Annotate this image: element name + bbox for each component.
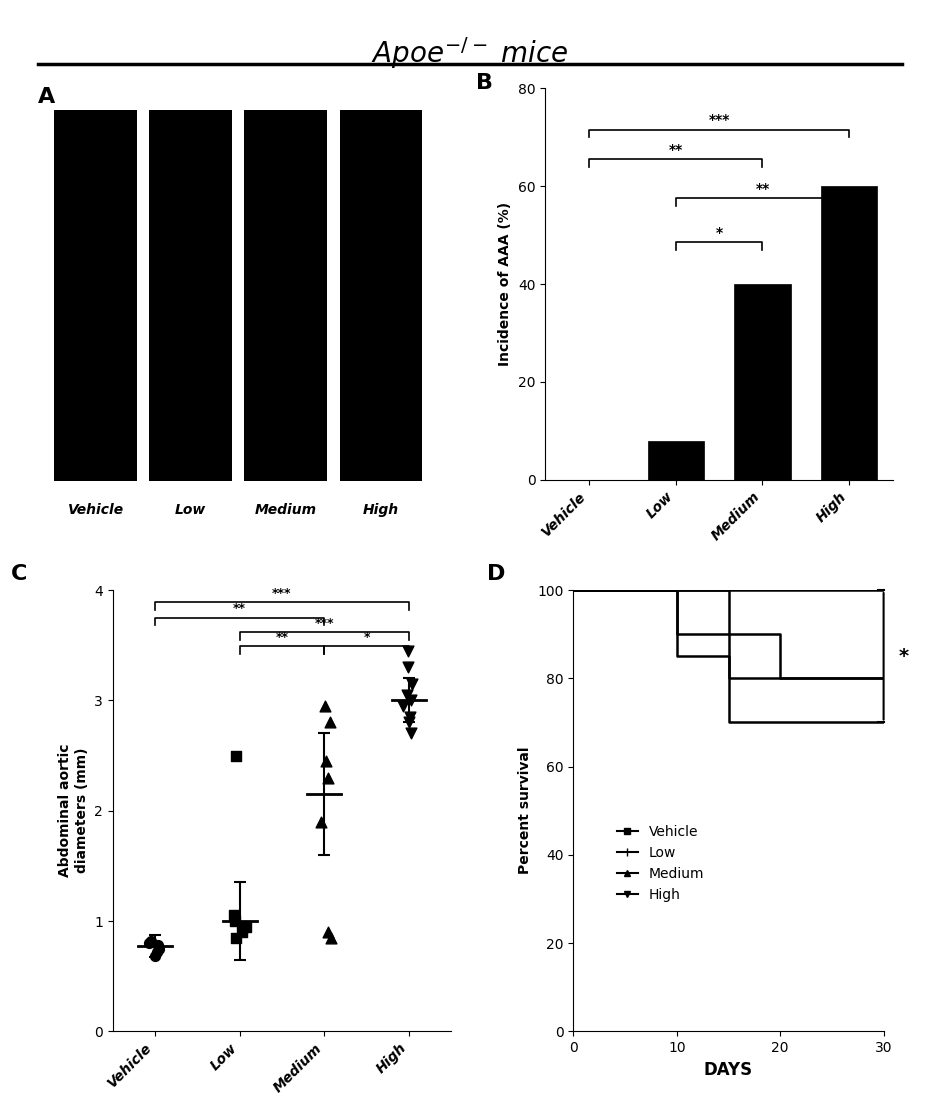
Point [228, 929, 243, 946]
Text: Medium: Medium [255, 503, 317, 517]
Point [322, 714, 337, 731]
Point [402, 708, 417, 726]
Text: *: * [715, 226, 723, 240]
Text: ***: *** [273, 587, 291, 600]
Text: ***: *** [709, 114, 729, 128]
Text: High: High [363, 503, 399, 517]
Text: Vehicle: Vehicle [68, 503, 123, 517]
Text: Low: Low [175, 503, 206, 517]
Point [396, 697, 411, 715]
Text: D: D [487, 564, 505, 583]
Point [321, 769, 336, 786]
Point [401, 714, 416, 731]
Bar [149, 110, 232, 481]
Text: *: * [899, 646, 909, 666]
Text: ***: *** [315, 617, 334, 630]
Bar [339, 110, 422, 481]
Point [321, 923, 336, 941]
Point [141, 934, 156, 952]
Point [235, 923, 250, 941]
Text: A: A [38, 87, 55, 107]
Point [404, 692, 419, 709]
Bar [734, 285, 791, 480]
Text: **: ** [233, 602, 246, 615]
Bar [55, 110, 137, 481]
Text: **: ** [668, 142, 683, 157]
X-axis label: DAYS: DAYS [704, 1061, 753, 1079]
Point [319, 752, 334, 770]
Point [400, 658, 415, 676]
Text: **: ** [755, 182, 770, 196]
Point [400, 642, 415, 660]
Y-axis label: Abdominal aortic
diameters (mm): Abdominal aortic diameters (mm) [58, 743, 88, 878]
Point [227, 912, 243, 930]
Text: *: * [364, 631, 369, 644]
Point [324, 929, 339, 946]
Point [151, 940, 166, 957]
Bar [648, 440, 704, 480]
Point [317, 697, 332, 715]
Bar [821, 186, 877, 480]
Point [313, 813, 328, 831]
Y-axis label: Incidence of AAA (%): Incidence of AAA (%) [498, 202, 512, 366]
Point [149, 943, 164, 961]
Text: B: B [476, 73, 493, 93]
Point [403, 725, 418, 742]
Text: C: C [11, 564, 27, 583]
Point [228, 747, 243, 764]
Point [239, 918, 254, 935]
Text: **: ** [275, 631, 289, 644]
Point [400, 686, 415, 704]
Point [151, 936, 166, 954]
Text: $\mathit{Apoe}^{-/-}$$\mathit{\ mice}$: $\mathit{Apoe}^{-/-}$$\mathit{\ mice}$ [371, 35, 569, 72]
Bar [244, 110, 327, 481]
Y-axis label: Percent survival: Percent survival [518, 747, 532, 875]
Point [227, 907, 242, 924]
Point [148, 947, 163, 965]
Point [144, 932, 159, 950]
Point [404, 675, 419, 693]
Point [236, 918, 251, 935]
Legend: Vehicle, Low, Medium, High: Vehicle, Low, Medium, High [611, 820, 710, 908]
